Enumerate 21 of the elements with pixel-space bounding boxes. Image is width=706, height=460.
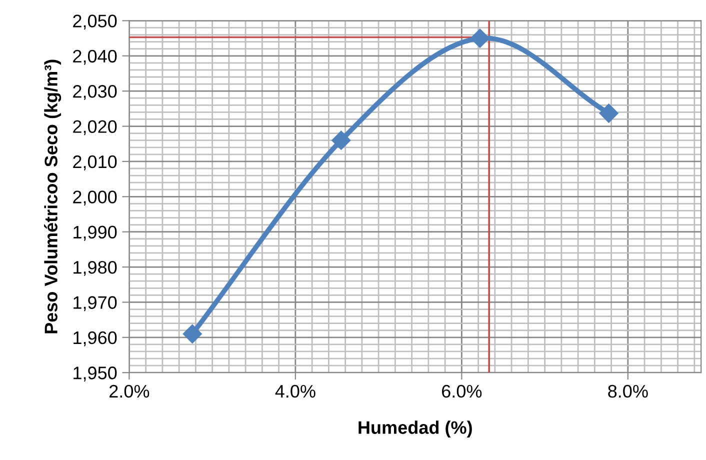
x-tick-label: 8.0%	[608, 384, 648, 398]
y-tick-label: 2,000	[73, 190, 117, 206]
y-tick-label: 2,030	[73, 85, 117, 100]
x-tick-label: 2.0%	[110, 384, 150, 398]
y-tick-label: 2,040	[73, 50, 117, 65]
y-tick-label: 1,960	[74, 331, 117, 346]
x-axis-title: Humedad (%)	[358, 420, 472, 438]
y-tick-label: 1,970	[74, 296, 117, 312]
point	[332, 130, 351, 150]
point	[599, 104, 618, 123]
y-axis-title: Peso Volumétricoo Seco (kg/m³)	[44, 60, 62, 334]
x-tick-label: 6.0%	[442, 384, 482, 398]
x-tick-label: 4.0%	[275, 384, 316, 398]
y-tick-label: 2,020	[73, 120, 117, 136]
y-tick-label: 2,050	[73, 14, 117, 30]
point	[182, 324, 202, 344]
point	[470, 28, 490, 48]
y-tick-label: 1,980	[74, 260, 117, 276]
y-tick-label: 1,990	[74, 226, 117, 241]
y-tick-label: 1,950	[74, 366, 117, 382]
y-tick-label: 2,010	[73, 155, 117, 170]
